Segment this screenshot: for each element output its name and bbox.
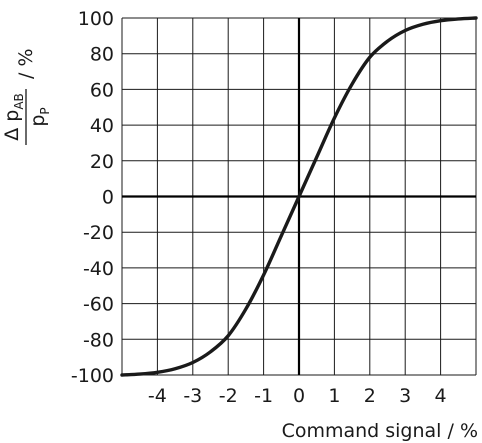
x-tick-label: -4 (148, 385, 167, 407)
y-tick-label: -20 (83, 222, 114, 244)
x-tick-label: 2 (364, 385, 376, 407)
pressure-gain-curve (120, 16, 478, 377)
x-tick-label: -3 (183, 385, 202, 407)
y-title-denominator-symbol: p (27, 115, 49, 127)
x-tick-label: -1 (254, 385, 273, 407)
x-tick-label: -2 (219, 385, 238, 407)
y-tick-label: 40 (90, 115, 114, 137)
y-tick-label: 80 (90, 44, 114, 66)
svg-text:pP: pP (27, 107, 52, 126)
svg-text:Δ pAB: Δ pAB (1, 93, 26, 141)
y-tick-label: 0 (102, 187, 114, 209)
y-title-numerator-symbol: Δ p (1, 110, 23, 141)
x-tick-label: 1 (328, 385, 340, 407)
y-tick-label: -100 (71, 365, 114, 387)
y-title-unit: / % (15, 49, 37, 80)
x-axis-title: Command signal / % (282, 420, 478, 442)
y-tick-label: -40 (83, 258, 114, 280)
tick-labels: 100 80 60 40 20 0 -20 -40 -60 -80 -100 -4 -3 -2 -1 0 1 2 3… (71, 8, 447, 407)
series-layer (120, 16, 478, 377)
y-tick-label: -80 (83, 329, 114, 351)
y-tick-label: 60 (90, 79, 114, 101)
y-axis-title: Δ pAB pP / % (1, 49, 52, 145)
y-tick-label: -60 (83, 294, 114, 316)
x-tick-label: 4 (435, 385, 447, 407)
y-title-numerator-subscript: AB (12, 93, 26, 109)
x-tick-label: 3 (399, 385, 411, 407)
y-tick-label: 100 (78, 8, 114, 30)
y-tick-label: 20 (90, 151, 114, 173)
x-tick-label: 0 (293, 385, 305, 407)
y-title-denominator-subscript: P (38, 107, 52, 114)
